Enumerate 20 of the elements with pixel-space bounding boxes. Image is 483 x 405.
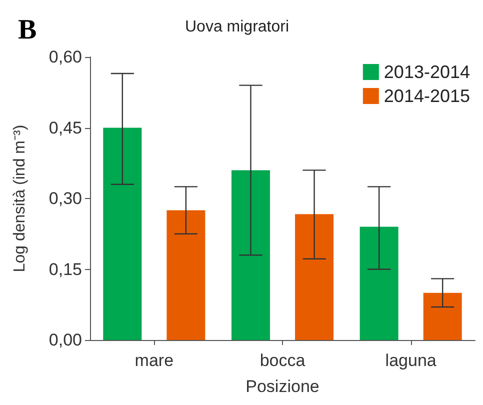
y-tick-label: 0,30 xyxy=(48,189,82,208)
legend-label: 2013-2014 xyxy=(384,62,470,82)
bar xyxy=(231,170,270,340)
y-tick-label: 0,15 xyxy=(48,260,82,279)
x-tick-label: laguna xyxy=(385,351,437,370)
y-tick-label: 0,45 xyxy=(48,118,82,138)
legend-label: 2014-2015 xyxy=(384,86,470,106)
x-axis-title: Posizione xyxy=(246,377,320,396)
chart-title: Uova migratori xyxy=(185,18,290,36)
bar xyxy=(360,226,398,340)
text: B xyxy=(18,14,37,46)
y-axis-title: Log densità (ind m⁻³) xyxy=(12,124,28,272)
x-tick-label: bocca xyxy=(260,351,306,370)
y-tick-label: 0,00 xyxy=(48,330,82,350)
x-tick-label: mare xyxy=(134,351,174,370)
bar xyxy=(295,214,334,340)
bar xyxy=(103,128,142,340)
y-tick-label: 0,60 xyxy=(48,48,82,66)
bar xyxy=(166,210,206,340)
bar xyxy=(423,292,462,340)
